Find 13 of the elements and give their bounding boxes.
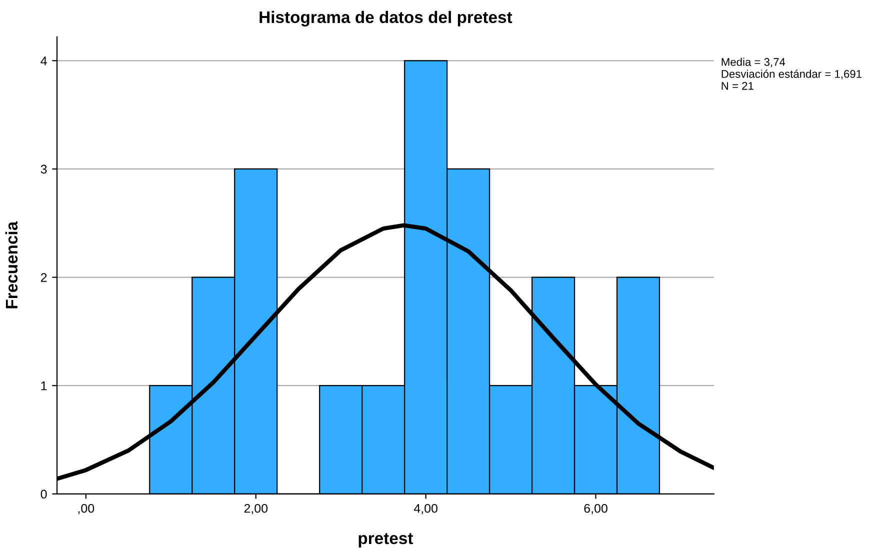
x-tick-label: ,00 (78, 504, 94, 514)
text: Media = 3,74 Desviación estándar = 1,691 N = 21 (722, 58, 862, 90)
y-tick-label: 3 (40, 164, 47, 174)
y-axis-title: Frecuencia (5, 221, 18, 308)
x-tick-label: 6,00 (584, 504, 608, 514)
x-tick-label: 2,00 (244, 504, 268, 514)
y-tick-label: 1 (41, 382, 47, 390)
x-axis-title: pretest (358, 533, 414, 548)
y-tick-label: 2 (40, 273, 47, 282)
y-tick-label: 4 (40, 56, 47, 66)
y-tick-label: 0 (40, 490, 47, 499)
x-tick-label: 4,00 (414, 504, 438, 514)
chart-title: Histograma de datos del pretest (260, 10, 512, 26)
